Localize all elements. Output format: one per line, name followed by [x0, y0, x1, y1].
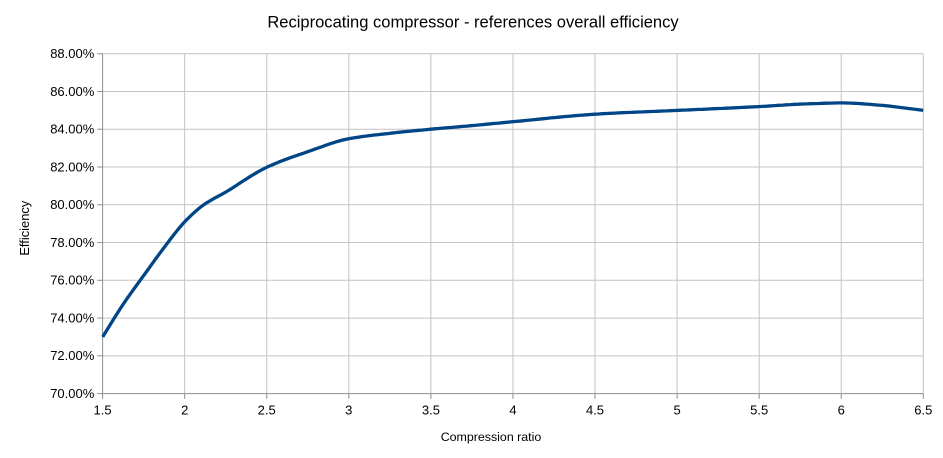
svg-text:Efficiency: Efficiency [17, 200, 32, 255]
svg-text:3.5: 3.5 [422, 402, 440, 417]
svg-text:82.00%: 82.00% [50, 159, 95, 174]
svg-text:4: 4 [509, 402, 516, 417]
svg-text:5.5: 5.5 [750, 402, 768, 417]
svg-text:3: 3 [345, 402, 352, 417]
svg-text:74.00%: 74.00% [50, 311, 95, 326]
svg-text:Compression ratio: Compression ratio [441, 430, 542, 444]
svg-text:70.00%: 70.00% [50, 386, 95, 401]
svg-text:5: 5 [673, 402, 680, 417]
svg-text:Reciprocating compressor - ref: Reciprocating compressor - references ov… [267, 13, 679, 32]
svg-text:86.00%: 86.00% [50, 84, 95, 99]
svg-text:72.00%: 72.00% [50, 348, 95, 363]
svg-text:6.5: 6.5 [914, 402, 932, 417]
svg-text:88.00%: 88.00% [50, 46, 95, 61]
svg-text:84.00%: 84.00% [50, 122, 95, 137]
svg-text:6: 6 [838, 402, 845, 417]
svg-text:78.00%: 78.00% [50, 235, 95, 250]
svg-text:2.5: 2.5 [258, 402, 276, 417]
svg-text:80.00%: 80.00% [50, 197, 95, 212]
svg-text:1.5: 1.5 [94, 402, 112, 417]
svg-text:76.00%: 76.00% [50, 273, 95, 288]
svg-text:2: 2 [181, 402, 188, 417]
svg-text:4.5: 4.5 [586, 402, 604, 417]
